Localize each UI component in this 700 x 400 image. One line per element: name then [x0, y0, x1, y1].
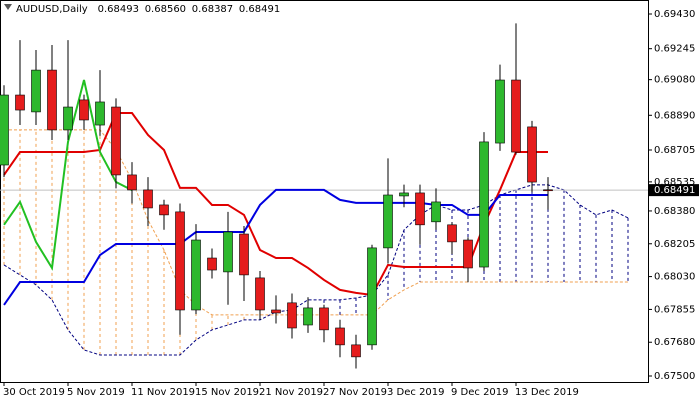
y-tick-label: 0.69430	[654, 9, 695, 20]
indicator-lines	[0, 79, 648, 306]
y-tick-label: 0.68380	[654, 206, 695, 217]
candle-body	[463, 239, 473, 269]
header-value: 0.68560	[145, 4, 186, 15]
indicator-line	[3, 188, 548, 306]
span-b-line	[4, 129, 628, 316]
candle-body	[287, 302, 297, 329]
candle-body	[447, 224, 457, 243]
y-tick-label: 0.67855	[654, 304, 695, 315]
indicator-line	[3, 79, 133, 271]
candle-body	[143, 189, 153, 209]
candle-body	[79, 99, 89, 121]
y-tick-label: 0.68030	[654, 272, 695, 283]
candle-body	[111, 106, 121, 176]
candle-body	[207, 257, 217, 271]
candle-body	[431, 201, 441, 223]
candle-body	[0, 94, 9, 166]
candle-body	[15, 94, 25, 111]
span-a-line	[3, 184, 629, 356]
candle-body	[47, 69, 57, 131]
candle-body	[543, 189, 553, 192]
candle-body	[319, 307, 329, 331]
collapse-icon[interactable]	[4, 4, 12, 10]
axes: 0.69430 0.69245 0.69080 0.68890 0.68705 0.685…	[3, 9, 699, 398]
x-tick-label: 9 Dec 2019	[451, 387, 509, 398]
header-value: 0.68387	[192, 4, 233, 15]
candle-body	[479, 141, 489, 268]
candle-body	[175, 211, 185, 311]
candle-body	[31, 69, 41, 113]
candle-body	[223, 231, 233, 273]
x-tick-label: 11 Nov 2019	[131, 387, 195, 398]
candle-body	[351, 344, 361, 358]
x-tick-label: 21 Nov 2019	[259, 387, 323, 398]
header-value: 0.68491	[239, 4, 280, 15]
candle-body	[511, 79, 521, 153]
last-price-box	[649, 184, 699, 197]
candle-body	[271, 309, 281, 314]
header-value: 0.68493	[98, 4, 139, 15]
y-tick-label: 0.67500	[654, 371, 695, 382]
x-tick-label: 3 Dec 2019	[387, 387, 445, 398]
y-tick-label: 0.68890	[654, 110, 695, 121]
candle-body	[335, 327, 345, 346]
candle-body	[383, 194, 393, 249]
x-tick-label: 30 Oct 2019	[3, 387, 65, 398]
x-tick-label: 15 Nov 2019	[195, 387, 259, 398]
candle-body	[63, 106, 73, 131]
candle-body	[303, 307, 313, 326]
candle-body	[255, 277, 265, 311]
candle-body	[159, 204, 169, 216]
candle-body	[191, 239, 201, 311]
candle-body	[95, 101, 105, 126]
y-tick-label: 0.68705	[654, 145, 695, 156]
y-tick-label: 0.69245	[654, 44, 695, 55]
y-tick-label: 0.67680	[654, 337, 695, 348]
last-price-label: 0.68491	[654, 185, 695, 196]
indicator-line	[3, 112, 548, 297]
candle-body	[127, 174, 137, 191]
candle-body	[415, 192, 425, 226]
candles	[0, 23, 553, 369]
x-tick-label: 5 Nov 2019	[67, 387, 125, 398]
candle-body	[239, 233, 249, 276]
candle-body	[495, 79, 505, 144]
y-tick-label: 0.68535	[654, 177, 695, 188]
y-tick-label: 0.68205	[654, 239, 695, 250]
x-tick-label: 27 Nov 2019	[323, 387, 387, 398]
candle-body	[399, 192, 409, 197]
candle-body	[527, 126, 537, 183]
y-tick-label: 0.69080	[654, 75, 695, 86]
x-tick-label: 13 Dec 2019	[515, 387, 579, 398]
header-ohlc: 0.68493 0.68560 0.68387 0.68491	[98, 4, 281, 15]
symbol-title: AUDUSD,Daily	[16, 4, 88, 15]
candle-body	[367, 247, 377, 346]
